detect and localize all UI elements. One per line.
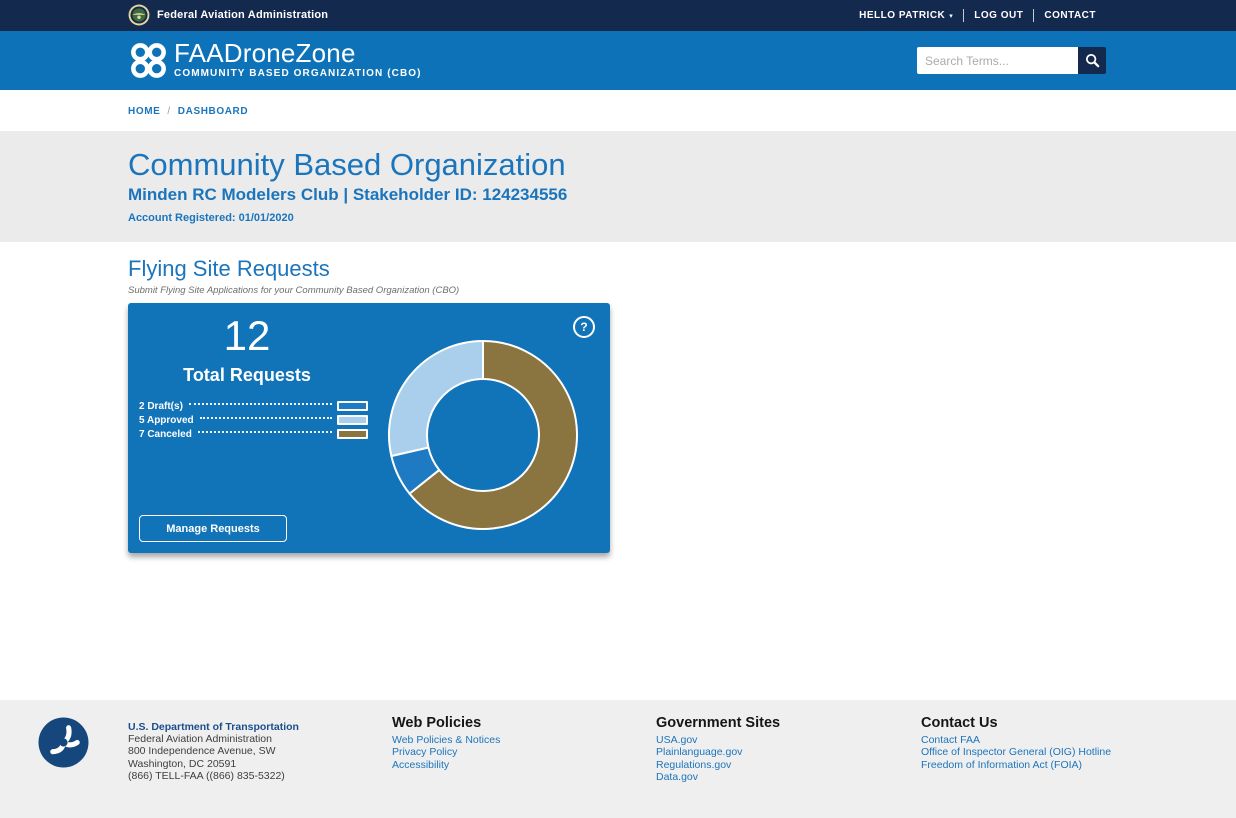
donut-chart [388, 340, 578, 530]
legend-row-approved: 5 Approved [139, 413, 368, 427]
site-footer: U.S. Department of Transportation Federa… [0, 700, 1236, 818]
total-requests-value: 12 [223, 312, 271, 359]
breadcrumb-home[interactable]: HOME [128, 106, 161, 117]
legend-label-canceled: 7 Canceled [139, 428, 192, 440]
footer-col-web-policies: Web Policies Web Policies & Notices Priva… [392, 715, 500, 771]
page-header-band: Community Based Organization Minden RC M… [0, 131, 1236, 242]
total-requests-block: 12 Total Requests [128, 314, 366, 386]
brand-subtitle: COMMUNITY BASED ORGANIZATION (CBO) [174, 68, 422, 79]
stakeholder-line: Minden RC Modelers Club | Stakeholder ID… [128, 185, 568, 204]
donut-segment-approved [388, 340, 484, 457]
footer-col-government-sites: Government Sites USA.gov Plainlanguage.go… [656, 715, 780, 783]
donut-segment-canceled [408, 340, 578, 530]
footer-link[interactable]: Regulations.gov [656, 758, 732, 771]
breadcrumb-separator: / [167, 106, 171, 117]
footer-link[interactable]: USA.gov [656, 734, 698, 746]
footer-link[interactable]: Data.gov [656, 770, 699, 783]
drone-rotors-icon [131, 43, 166, 78]
help-button[interactable]: ? [573, 316, 595, 338]
brand-title: FAADroneZone [174, 38, 356, 68]
agency-name: Federal Aviation Administration [157, 9, 329, 21]
legend-row-draft: 2 Draft(s) [139, 399, 368, 413]
footer-link[interactable]: Plainlanguage.gov [656, 746, 743, 759]
footer-link[interactable]: Privacy Policy [392, 746, 458, 759]
dronezone-logo[interactable]: FAADroneZone COMMUNITY BASED ORGANIZATIO… [128, 40, 422, 81]
footer-address-line: Washington, DC 20591 [128, 757, 237, 770]
section-title: Flying Site Requests [128, 256, 330, 281]
requests-legend: 2 Draft(s) 5 Approved 7 Canceled [139, 399, 368, 441]
divider [963, 9, 965, 22]
footer-col-contact-us: Contact Us Contact FAA Office of Inspecto… [921, 715, 1111, 771]
top-utility-bar: Federal Aviation Administration HELLO PA… [0, 0, 1236, 31]
dotted-leader [188, 403, 332, 405]
legend-label-draft: 2 Draft(s) [139, 400, 183, 412]
site-header: FAADroneZone COMMUNITY BASED ORGANIZATIO… [0, 31, 1236, 90]
contact-link[interactable]: CONTACT [1044, 10, 1096, 21]
legend-label-approved: 5 Approved [139, 414, 194, 426]
legend-swatch-canceled [337, 429, 368, 439]
footer-address-line: (866) TELL-FAA ((866) 835-5322) [128, 769, 285, 782]
faa-seal-icon [128, 4, 150, 26]
footer-link[interactable]: Office of Inspector General (OIG) Hotlin… [921, 746, 1112, 759]
footer-address-line: Federal Aviation Administration [128, 733, 272, 746]
total-requests-label: Total Requests [183, 365, 311, 385]
chevron-down-icon: ▾ [949, 12, 954, 20]
dotted-leader [197, 431, 332, 433]
footer-link[interactable]: Accessibility [392, 758, 450, 771]
footer-link[interactable]: Contact FAA [921, 734, 980, 746]
breadcrumb: HOME / DASHBOARD [128, 106, 248, 117]
footer-address: U.S. Department of Transportation Federa… [128, 721, 299, 782]
site-search [917, 47, 1106, 74]
footer-heading: Contact Us [921, 715, 998, 731]
flying-site-requests-card: 12 Total Requests 2 Draft(s) 5 Approved … [128, 303, 610, 553]
page-title: Community Based Organization [128, 147, 566, 182]
logout-link[interactable]: LOG OUT [974, 10, 1024, 21]
manage-requests-button[interactable]: Manage Requests [139, 515, 287, 542]
search-button[interactable] [1078, 47, 1106, 74]
breadcrumb-dashboard[interactable]: DASHBOARD [177, 106, 249, 117]
account-registered: Account Registered: 01/01/2020 [128, 212, 294, 224]
footer-address-line: 800 Independence Avenue, SW [128, 745, 276, 758]
user-menu[interactable]: HELLO PATRICK ▾ [859, 10, 954, 21]
section-subtitle: Submit Flying Site Applications for your… [128, 285, 460, 296]
dot-logo-icon [38, 717, 89, 768]
divider [1033, 9, 1035, 22]
legend-swatch-approved [337, 415, 368, 425]
dotted-leader [199, 417, 332, 419]
footer-link[interactable]: Freedom of Information Act (FOIA) [921, 758, 1083, 771]
question-mark-icon: ? [580, 320, 588, 334]
legend-row-canceled: 7 Canceled [139, 427, 368, 441]
footer-heading: Government Sites [656, 715, 781, 731]
footer-link[interactable]: Web Policies & Notices [392, 734, 501, 746]
footer-dot-agency: U.S. Department of Transportation [128, 721, 299, 733]
search-input[interactable] [917, 47, 1078, 74]
main-content: Flying Site Requests Submit Flying Site … [0, 242, 1236, 700]
search-icon [1085, 53, 1099, 68]
legend-swatch-draft [337, 401, 368, 411]
breadcrumb-band: HOME / DASHBOARD [0, 90, 1236, 131]
footer-heading: Web Policies [392, 715, 482, 731]
